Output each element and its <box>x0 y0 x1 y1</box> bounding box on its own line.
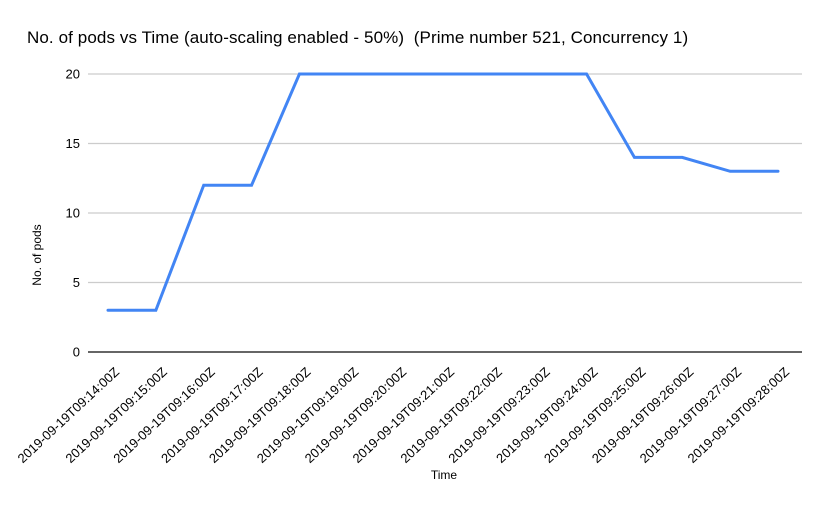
chart-title: No. of pods vs Time (auto-scaling enable… <box>27 28 689 47</box>
y-tick-label: 10 <box>66 206 80 221</box>
x-axis-title: Time <box>430 468 458 482</box>
y-tick-label: 0 <box>73 345 80 360</box>
y-tick-label: 15 <box>66 136 80 151</box>
y-tick-label: 20 <box>66 67 80 82</box>
y-tick-label: 5 <box>73 275 80 290</box>
data-line-series <box>106 72 780 312</box>
